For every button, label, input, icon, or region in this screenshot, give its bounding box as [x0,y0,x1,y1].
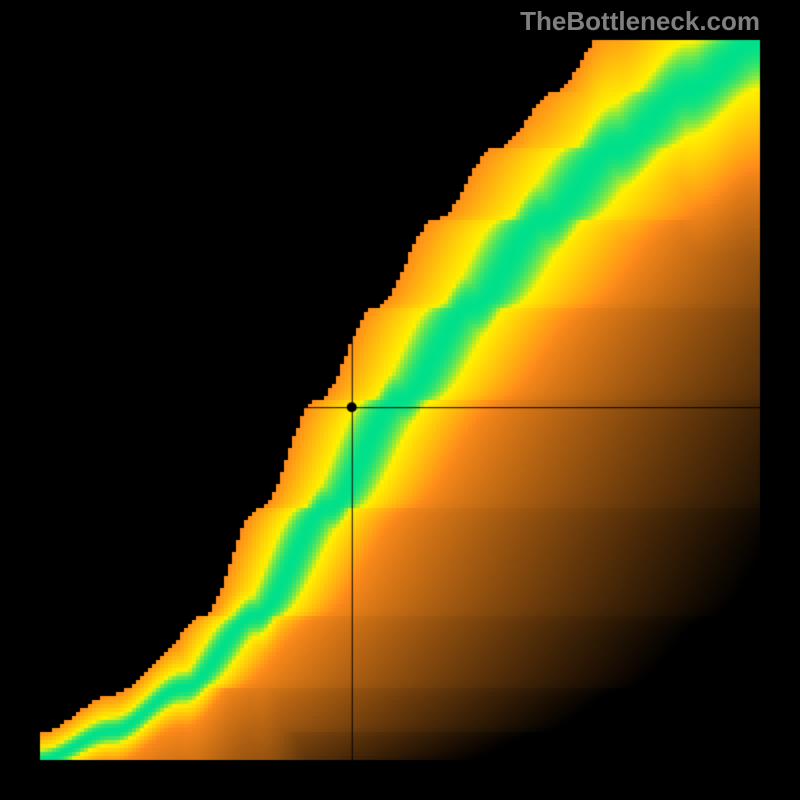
bottleneck-heatmap [0,0,800,800]
chart-container: TheBottleneck.com [0,0,800,800]
watermark-text: TheBottleneck.com [520,6,760,37]
